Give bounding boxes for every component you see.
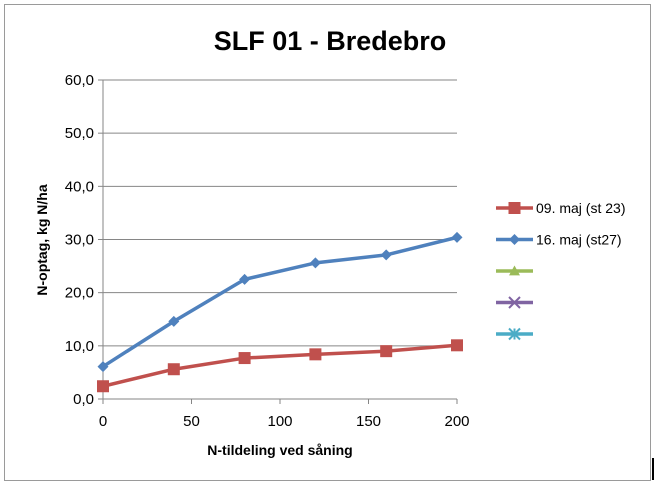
data-point [239,273,251,285]
x-tick-label: 0 [99,413,107,430]
legend-label-1: 09. maj (st 23) [536,200,625,216]
data-point [238,352,251,365]
legend-marker-1 [508,202,521,214]
data-point [309,348,322,361]
y-tick-label: 40,0 [65,178,94,195]
corner-mark [652,458,654,480]
y-tick-label: 10,0 [65,338,94,355]
data-point [380,345,393,358]
data-point [167,363,180,376]
legend-label-2: 16. maj (st27) [536,232,622,248]
x-tick-label: 50 [183,413,200,430]
legend-marker-5 [508,327,521,341]
legend-marker-3 [509,265,520,276]
x-tick-label: 200 [444,413,469,430]
legend-marker-2 [509,234,520,245]
series-group [97,231,463,393]
data-point [451,231,463,243]
x-axis-ticks: 0 50 100 150 200 [99,399,470,430]
data-point [451,339,463,352]
x-axis-label: N-tildeling ved såning [207,442,352,458]
legend-marker-4 [508,296,521,309]
y-axis-label: N-optag, kg N/ha [34,184,50,295]
data-point [168,315,180,327]
series-line-2 [102,235,458,369]
series-line-1 [102,343,458,388]
x-tick-label: 150 [356,413,381,430]
y-tick-label: 50,0 [65,125,94,142]
data-point [97,361,109,373]
y-tick-label: 0,0 [73,391,94,408]
data-point [380,249,392,261]
y-tick-label: 30,0 [65,232,94,249]
legend: 09. maj (st 23) 16. maj (st27) [496,200,625,341]
y-axis-ticks: 0,0 10,0 20,0 30,0 40,0 50,0 60,0 [65,72,103,408]
y-tick-label: 20,0 [65,285,94,302]
gridlines [103,79,457,347]
chart-title: SLF 01 - Bredebro [214,26,447,56]
data-point [309,257,321,269]
chart-area [4,4,651,481]
x-tick-label: 100 [267,413,292,430]
data-point [97,380,109,393]
y-tick-label: 60,0 [65,72,94,89]
